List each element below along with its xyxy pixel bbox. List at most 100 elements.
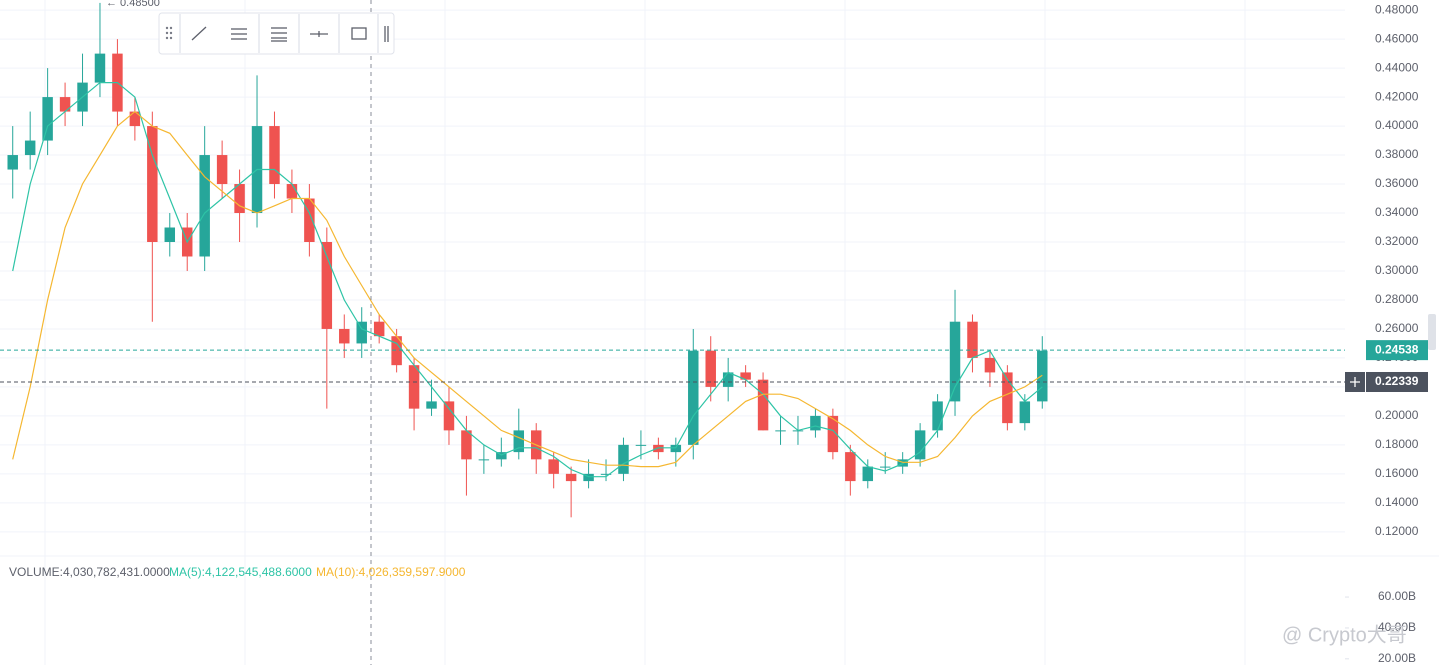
candle-body	[129, 111, 141, 127]
candle-body	[1019, 401, 1031, 424]
price-axis: 0.48000 0.46000 0.44000 0.42000 0.40000 0.380…	[9, 2, 1428, 665]
candle-body	[496, 452, 507, 460]
candle-body	[548, 459, 559, 474]
price-tag	[1366, 340, 1428, 361]
candle-body	[373, 321, 385, 337]
trendline-tool[interactable]	[191, 26, 207, 41]
candle-body	[705, 350, 716, 387]
candle-body	[1002, 372, 1013, 424]
candle-body	[757, 379, 769, 431]
toolbar-grip[interactable]	[384, 26, 389, 42]
candle-body	[827, 415, 839, 453]
horizontal-line-tool[interactable]	[310, 31, 328, 37]
y-tick-label: 0.42000	[1375, 89, 1419, 103]
watermark: @ Crypto大哥	[1282, 623, 1407, 646]
candle-body	[670, 444, 682, 453]
candle-body	[408, 365, 420, 409]
y-tick-label: 0.30000	[1375, 263, 1419, 277]
candle-body	[461, 430, 472, 460]
candle-body	[269, 126, 280, 185]
candle-body	[216, 155, 228, 185]
candle-body	[443, 401, 455, 431]
candle-body	[879, 466, 891, 468]
candle-body	[565, 473, 577, 482]
scroll-handle[interactable]	[1428, 314, 1436, 350]
moving-average-line	[12, 110, 1043, 468]
candle-body	[688, 350, 699, 445]
volume-tick-label: 40.00B	[1378, 620, 1416, 634]
y-tick-label: 0.26000	[1375, 321, 1419, 335]
candle-body	[618, 444, 629, 474]
candle-body	[1037, 350, 1048, 402]
y-tick-label: 0.38000	[1375, 147, 1419, 161]
candle-body	[653, 444, 664, 453]
candle-body	[740, 372, 751, 380]
y-tick-label: 0.32000	[1375, 234, 1419, 248]
high-label: ← 0.48500	[106, 0, 160, 9]
candle-body	[59, 97, 71, 112]
candle-body	[583, 473, 594, 482]
moving-average-line	[12, 82, 1043, 478]
candle-body	[949, 321, 961, 402]
y-tick-label: 0.48000	[1375, 2, 1419, 16]
candle-body	[862, 466, 874, 482]
rectangle-tool[interactable]	[351, 27, 367, 40]
candle-body	[932, 401, 943, 431]
volume-legend: MA(5):4,122,545,488.6000	[169, 565, 312, 579]
candle-body	[356, 321, 367, 344]
candle-body	[897, 459, 908, 467]
y-tick-label: 0.44000	[1375, 60, 1419, 74]
candle-body	[984, 357, 996, 373]
price-tag-label: 0.22339	[1375, 374, 1419, 388]
candle-body	[775, 430, 786, 432]
price-tag-label: 0.24538	[1375, 342, 1419, 356]
drawing-toolbar	[158, 12, 395, 55]
candle-body	[635, 444, 647, 446]
candle-body	[321, 241, 333, 329]
y-tick-label: 0.14000	[1375, 495, 1419, 509]
candle-body	[845, 452, 856, 482]
candle-body	[234, 184, 245, 214]
candle-body	[199, 155, 210, 257]
candle-body	[478, 459, 490, 461]
y-tick-label: 0.40000	[1375, 118, 1419, 132]
price-tag	[1366, 371, 1428, 392]
y-tick-label: 0.12000	[1375, 524, 1419, 538]
candle-body	[147, 126, 158, 242]
plot	[0, 2, 1345, 518]
candle-body	[914, 430, 926, 460]
volume-tick-label: 60.00B	[1378, 589, 1416, 603]
candle-body	[304, 198, 315, 242]
fib-tool[interactable]	[271, 27, 287, 42]
y-tick-label: 0.34000	[1375, 205, 1419, 219]
y-tick-label: 0.46000	[1375, 31, 1419, 45]
candle-body	[391, 336, 402, 366]
volume-legend: VOLUME:4,030,782,431.0000	[9, 565, 170, 579]
candle-body	[810, 415, 821, 431]
candle-body	[513, 430, 525, 453]
drag-handle[interactable]	[165, 26, 173, 40]
parallel-tool[interactable]	[231, 28, 247, 40]
candle-body	[600, 473, 612, 475]
volume-tick-label: 20.00B	[1378, 651, 1416, 665]
candle-body	[426, 401, 437, 409]
candle-body	[42, 97, 53, 141]
candle-body	[24, 140, 36, 156]
candle-body	[164, 227, 176, 242]
y-tick-label: 0.20000	[1375, 408, 1419, 422]
candle-body	[967, 321, 978, 358]
volume-legend: MA(10):4,026,359,597.9000	[316, 565, 466, 579]
candle-body	[722, 372, 734, 387]
plus-icon	[1350, 376, 1360, 387]
candle-body	[7, 155, 18, 170]
candle-body	[94, 53, 106, 83]
y-tick-label: 0.18000	[1375, 437, 1419, 451]
y-tick-label: 0.28000	[1375, 292, 1419, 306]
candle-body	[339, 328, 350, 344]
y-tick-label: 0.36000	[1375, 176, 1419, 190]
candle-body	[286, 184, 298, 199]
y-tick-label: 0.16000	[1375, 466, 1419, 480]
